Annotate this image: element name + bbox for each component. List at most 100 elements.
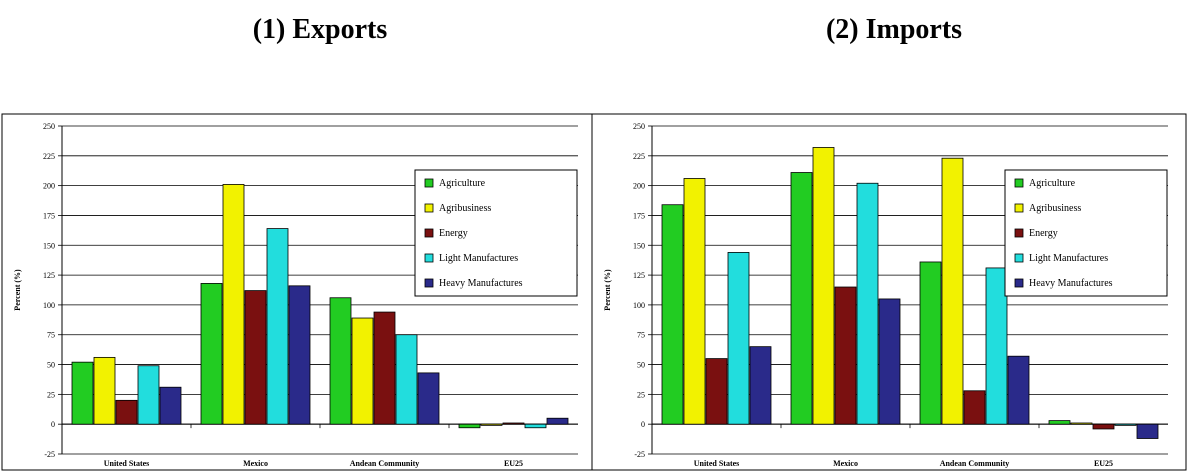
imports-y-axis-label: Percent (%)	[603, 269, 612, 311]
imports-chart: -25 0 25 50 75 100 125 150 175 200 225 250 Percent (…	[591, 113, 1187, 471]
exports-bar-agribusiness-eu25	[480, 423, 503, 426]
imports-bar-agriculture-mexico	[790, 172, 813, 425]
imports-bar-energy-united-states	[705, 358, 728, 425]
imports-legend-label-light-manufactures: Light Manufactures	[1029, 253, 1108, 264]
exports-bar-agribusiness-united-states	[93, 356, 116, 425]
imports-x-tick-label: Mexico	[833, 459, 858, 468]
imports-y-tick-label: 125	[633, 271, 645, 280]
exports-y-tick-label: 250	[43, 122, 55, 131]
exports-bar-heavy-manufactures-united-states	[159, 386, 182, 425]
exports-bar-energy-united-states	[115, 399, 138, 425]
exports-bar-agriculture-mexico	[200, 283, 223, 425]
exports-bar-heavy-manufactures-mexico	[288, 285, 311, 425]
imports-legend-swatch-heavy-manufactures	[1014, 278, 1024, 288]
imports-bar-energy-andean-community	[963, 390, 986, 425]
exports-bar-energy-andean-community	[373, 311, 396, 425]
imports-y-tick-label: 150	[633, 241, 645, 250]
exports-chart-title: (1) Exports	[252, 14, 388, 45]
exports-bar-light-manufactures-united-states	[137, 365, 160, 425]
exports-legend	[414, 169, 578, 297]
exports-bar-agriculture-andean-community	[329, 297, 352, 425]
imports-y-tick-label: 25	[637, 390, 645, 399]
imports-y-tick-label: 50	[637, 361, 645, 370]
exports-legend-swatch-light-manufactures	[424, 253, 434, 263]
imports-legend-label-heavy-manufactures: Heavy Manufactures	[1029, 278, 1113, 289]
exports-x-tick-label: Mexico	[243, 459, 268, 468]
imports-legend-swatch-energy	[1014, 228, 1024, 238]
exports-x-tick-label: Andean Community	[350, 459, 420, 468]
imports-bar-agriculture-eu25	[1048, 420, 1071, 425]
exports-y-tick-label: 225	[43, 152, 55, 161]
imports-bar-agriculture-andean-community	[919, 261, 942, 425]
imports-bar-heavy-manufactures-united-states	[749, 346, 772, 425]
imports-y-tick-label: 0	[641, 420, 645, 429]
imports-bar-agriculture-united-states	[661, 204, 684, 425]
exports-bar-agribusiness-andean-community	[351, 317, 374, 425]
imports-bar-energy-eu25	[1092, 423, 1115, 430]
exports-bar-light-manufactures-mexico	[266, 228, 289, 425]
imports-bar-light-manufactures-andean-community	[985, 267, 1008, 425]
imports-bar-heavy-manufactures-eu25	[1136, 423, 1159, 439]
imports-legend-label-agriculture: Agriculture	[1029, 178, 1076, 189]
exports-legend-label-heavy-manufactures: Heavy Manufactures	[439, 278, 523, 289]
exports-legend-label-agriculture: Agriculture	[439, 178, 486, 189]
imports-y-tick-label: -25	[634, 450, 645, 459]
imports-bar-light-manufactures-eu25	[1114, 423, 1137, 426]
imports-legend-label-agribusiness: Agribusiness	[1029, 203, 1081, 214]
exports-legend-label-agribusiness: Agribusiness	[439, 203, 491, 214]
imports-bar-heavy-manufactures-andean-community	[1007, 355, 1030, 425]
exports-legend-swatch-agribusiness	[424, 203, 434, 213]
exports-bar-heavy-manufactures-andean-community	[417, 372, 440, 425]
exports-y-tick-label: 100	[43, 301, 55, 310]
exports-bar-light-manufactures-andean-community	[395, 334, 418, 425]
imports-bar-heavy-manufactures-mexico	[878, 298, 901, 425]
imports-bar-agribusiness-united-states	[683, 178, 706, 425]
exports-bar-agribusiness-mexico	[222, 184, 245, 425]
imports-x-tick-label: EU25	[1094, 459, 1113, 468]
exports-legend-swatch-energy	[424, 228, 434, 238]
imports-legend-swatch-light-manufactures	[1014, 253, 1024, 263]
exports-bar-agriculture-eu25	[458, 423, 481, 429]
exports-bar-heavy-manufactures-eu25	[546, 417, 569, 425]
imports-bar-energy-mexico	[834, 286, 857, 425]
imports-bar-agribusiness-eu25	[1070, 422, 1093, 425]
imports-x-tick-label: United States	[694, 459, 740, 468]
exports-y-tick-label: 50	[47, 361, 55, 370]
exports-y-axis-label: Percent (%)	[13, 269, 22, 311]
imports-legend-label-energy: Energy	[1029, 228, 1058, 239]
exports-y-tick-label: 150	[43, 241, 55, 250]
exports-y-tick-label: 75	[47, 331, 55, 340]
imports-bar-light-manufactures-united-states	[727, 252, 750, 425]
exports-y-tick-label: 175	[43, 211, 55, 220]
exports-bar-energy-mexico	[244, 290, 267, 425]
imports-y-tick-label: 75	[637, 331, 645, 340]
exports-chart: -25 0 25 50 75 100 125 150 175 200 225 250 Percent (…	[1, 113, 597, 471]
exports-legend-label-energy: Energy	[439, 228, 468, 239]
exports-bar-energy-eu25	[502, 422, 525, 425]
imports-bar-agribusiness-andean-community	[941, 157, 964, 425]
imports-y-tick-label: 200	[633, 182, 645, 191]
imports-y-tick-label: 225	[633, 152, 645, 161]
imports-x-tick-label: Andean Community	[940, 459, 1010, 468]
exports-y-tick-label: 125	[43, 271, 55, 280]
imports-bar-agribusiness-mexico	[812, 147, 835, 425]
exports-x-tick-label: United States	[104, 459, 150, 468]
imports-y-tick-label: 100	[633, 301, 645, 310]
imports-legend	[1004, 169, 1168, 297]
exports-legend-swatch-heavy-manufactures	[424, 278, 434, 288]
imports-legend-swatch-agriculture	[1014, 178, 1024, 188]
exports-y-tick-label: -25	[44, 450, 55, 459]
exports-x-tick-label: EU25	[504, 459, 523, 468]
exports-legend-label-light-manufactures: Light Manufactures	[439, 253, 518, 264]
exports-bar-light-manufactures-eu25	[524, 423, 547, 429]
imports-legend-swatch-agribusiness	[1014, 203, 1024, 213]
exports-y-tick-label: 25	[47, 390, 55, 399]
imports-y-tick-label: 250	[633, 122, 645, 131]
imports-bar-light-manufactures-mexico	[856, 182, 879, 425]
imports-y-tick-label: 175	[633, 211, 645, 220]
exports-legend-swatch-agriculture	[424, 178, 434, 188]
exports-y-tick-label: 0	[51, 420, 55, 429]
imports-chart-title: (2) Imports	[825, 14, 963, 45]
exports-bar-agriculture-united-states	[71, 361, 94, 425]
exports-y-tick-label: 200	[43, 182, 55, 191]
